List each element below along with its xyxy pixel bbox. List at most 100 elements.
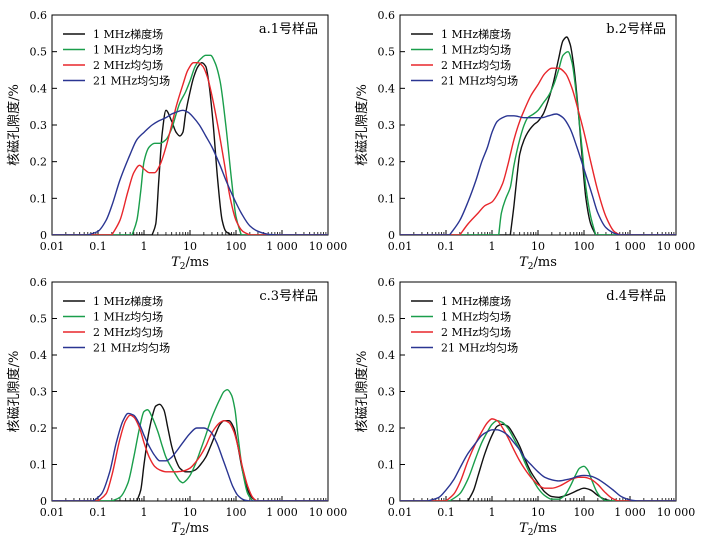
- legend-label: 1 MHz均匀场: [93, 310, 163, 324]
- x-tick-label: 0.01: [40, 240, 65, 253]
- series-line-3: [52, 414, 328, 501]
- series-line-4: [52, 109, 328, 235]
- legend-label: 2 MHz均匀场: [93, 325, 163, 339]
- x-tick-label: 10 000: [657, 240, 696, 253]
- legend-label: 21 MHz均匀场: [441, 341, 518, 355]
- y-tick-label: 0.5: [30, 313, 48, 326]
- x-tick-label: 1 000: [266, 240, 298, 253]
- x-tick-label: 0.1: [437, 240, 455, 253]
- series-line-2: [400, 50, 676, 235]
- y-tick-label: 0.5: [30, 46, 48, 59]
- y-tick-label: 0.2: [30, 422, 48, 435]
- legend-label: 1 MHz梯度场: [441, 294, 511, 308]
- x-tick-label: 1 000: [266, 506, 298, 519]
- x-axis-label: T2/ms: [171, 255, 209, 272]
- y-tick-label: 0: [388, 229, 395, 242]
- y-tick-label: 0.1: [378, 459, 396, 472]
- legend-label: 1 MHz梯度场: [441, 27, 511, 41]
- legend-label: 1 MHz梯度场: [93, 27, 163, 41]
- y-tick-label: 0.4: [30, 349, 48, 362]
- y-axis-label: 核磁孔隙度/%: [354, 351, 370, 433]
- chart-panel-1: 0.01 0.1 1 10 100 1 000 10 000 0 0.1 0.2 0.3 0.4 0.5…: [6, 9, 347, 272]
- y-tick-label: 0.3: [378, 386, 396, 399]
- x-tick-label: 0.01: [388, 240, 413, 253]
- x-tick-label: 1: [141, 506, 148, 519]
- y-tick-label: 0.2: [30, 156, 48, 169]
- series-line-3: [400, 67, 676, 235]
- x-tick-label: 1: [141, 240, 148, 253]
- series-line-1: [400, 423, 676, 501]
- x-tick-label: 0.1: [437, 506, 455, 519]
- series-line-1: [52, 61, 328, 235]
- x-tick-label: 10: [183, 240, 197, 253]
- y-tick-label: 0.4: [30, 82, 48, 95]
- series-line-4: [400, 113, 676, 235]
- y-tick-label: 0.6: [378, 276, 396, 289]
- y-axis-label: 核磁孔隙度/%: [6, 351, 22, 433]
- x-tick-label: 10: [531, 240, 545, 253]
- x-tick-label: 100: [226, 506, 247, 519]
- y-tick-label: 0.5: [378, 313, 396, 326]
- panel-title: d.4号样品: [606, 289, 666, 304]
- legend-label: 1 MHz均匀场: [441, 310, 511, 324]
- series-line-1: [52, 403, 328, 501]
- x-tick-label: 0.1: [89, 240, 107, 253]
- chart-panel-4: 0.01 0.1 1 10 100 1 000 10 000 0 0.1 0.2 0.3 0.4 0.5…: [354, 276, 695, 538]
- y-axis-label: 核磁孔隙度/%: [354, 84, 370, 166]
- legend-label: 1 MHz梯度场: [93, 294, 163, 308]
- y-tick-label: 0.1: [30, 192, 48, 205]
- x-tick-label: 100: [226, 240, 247, 253]
- y-tick-label: 0.4: [378, 349, 396, 362]
- x-tick-label: 0.01: [388, 506, 413, 519]
- y-tick-label: 0: [388, 495, 395, 508]
- series-line-4: [52, 412, 328, 501]
- x-axis-label: T2/ms: [519, 255, 557, 272]
- series-line-2: [52, 54, 328, 235]
- y-tick-label: 0.3: [30, 386, 48, 399]
- y-tick-label: 0.4: [378, 82, 396, 95]
- x-tick-label: 1 000: [614, 240, 646, 253]
- legend-label: 1 MHz均匀场: [441, 43, 511, 57]
- y-tick-label: 0.1: [30, 459, 48, 472]
- y-tick-label: 0.6: [378, 9, 396, 22]
- y-tick-label: 0.6: [30, 276, 48, 289]
- x-tick-label: 10 000: [309, 506, 348, 519]
- series-line-2: [400, 419, 676, 501]
- y-tick-label: 0.2: [378, 156, 396, 169]
- series-line-3: [400, 418, 676, 501]
- y-axis-label: 核磁孔隙度/%: [6, 84, 22, 166]
- legend-label: 21 MHz均匀场: [93, 341, 170, 355]
- y-tick-label: 0: [40, 495, 47, 508]
- x-tick-label: 1 000: [614, 506, 646, 519]
- y-tick-label: 0.1: [378, 192, 396, 205]
- x-tick-label: 10 000: [657, 506, 696, 519]
- panel-title: b.2号样品: [606, 22, 666, 37]
- chart-panel-2: 0.01 0.1 1 10 100 1 000 10 000 0 0.1 0.2 0.3 0.4 0.5…: [354, 9, 695, 272]
- series-line-4: [400, 429, 676, 501]
- x-tick-label: 10: [183, 506, 197, 519]
- y-tick-label: 0.2: [378, 422, 396, 435]
- series-line-2: [52, 388, 328, 501]
- y-tick-label: 0.3: [30, 119, 48, 132]
- legend-label: 2 MHz均匀场: [441, 58, 511, 72]
- legend-label: 21 MHz均匀场: [441, 74, 518, 88]
- panel-title: c.3号样品: [259, 289, 318, 304]
- legend-label: 1 MHz均匀场: [93, 43, 163, 57]
- x-axis-label: T2/ms: [171, 521, 209, 538]
- x-axis-label: T2/ms: [519, 521, 557, 538]
- panel-title: a.1号样品: [259, 22, 318, 37]
- y-tick-label: 0: [40, 229, 47, 242]
- y-tick-label: 0.6: [30, 9, 48, 22]
- series-line-3: [52, 61, 328, 235]
- legend-label: 2 MHz均匀场: [441, 325, 511, 339]
- chart-panel-3: 0.01 0.1 1 10 100 1 000 10 000 0 0.1 0.2 0.3 0.4 0.5…: [6, 276, 347, 538]
- x-tick-label: 1: [489, 506, 496, 519]
- x-tick-label: 10 000: [309, 240, 348, 253]
- x-tick-label: 1: [489, 240, 496, 253]
- x-tick-label: 100: [574, 506, 595, 519]
- y-tick-label: 0.5: [378, 46, 396, 59]
- x-tick-label: 10: [531, 506, 545, 519]
- legend-label: 2 MHz均匀场: [93, 58, 163, 72]
- legend-label: 21 MHz均匀场: [93, 74, 170, 88]
